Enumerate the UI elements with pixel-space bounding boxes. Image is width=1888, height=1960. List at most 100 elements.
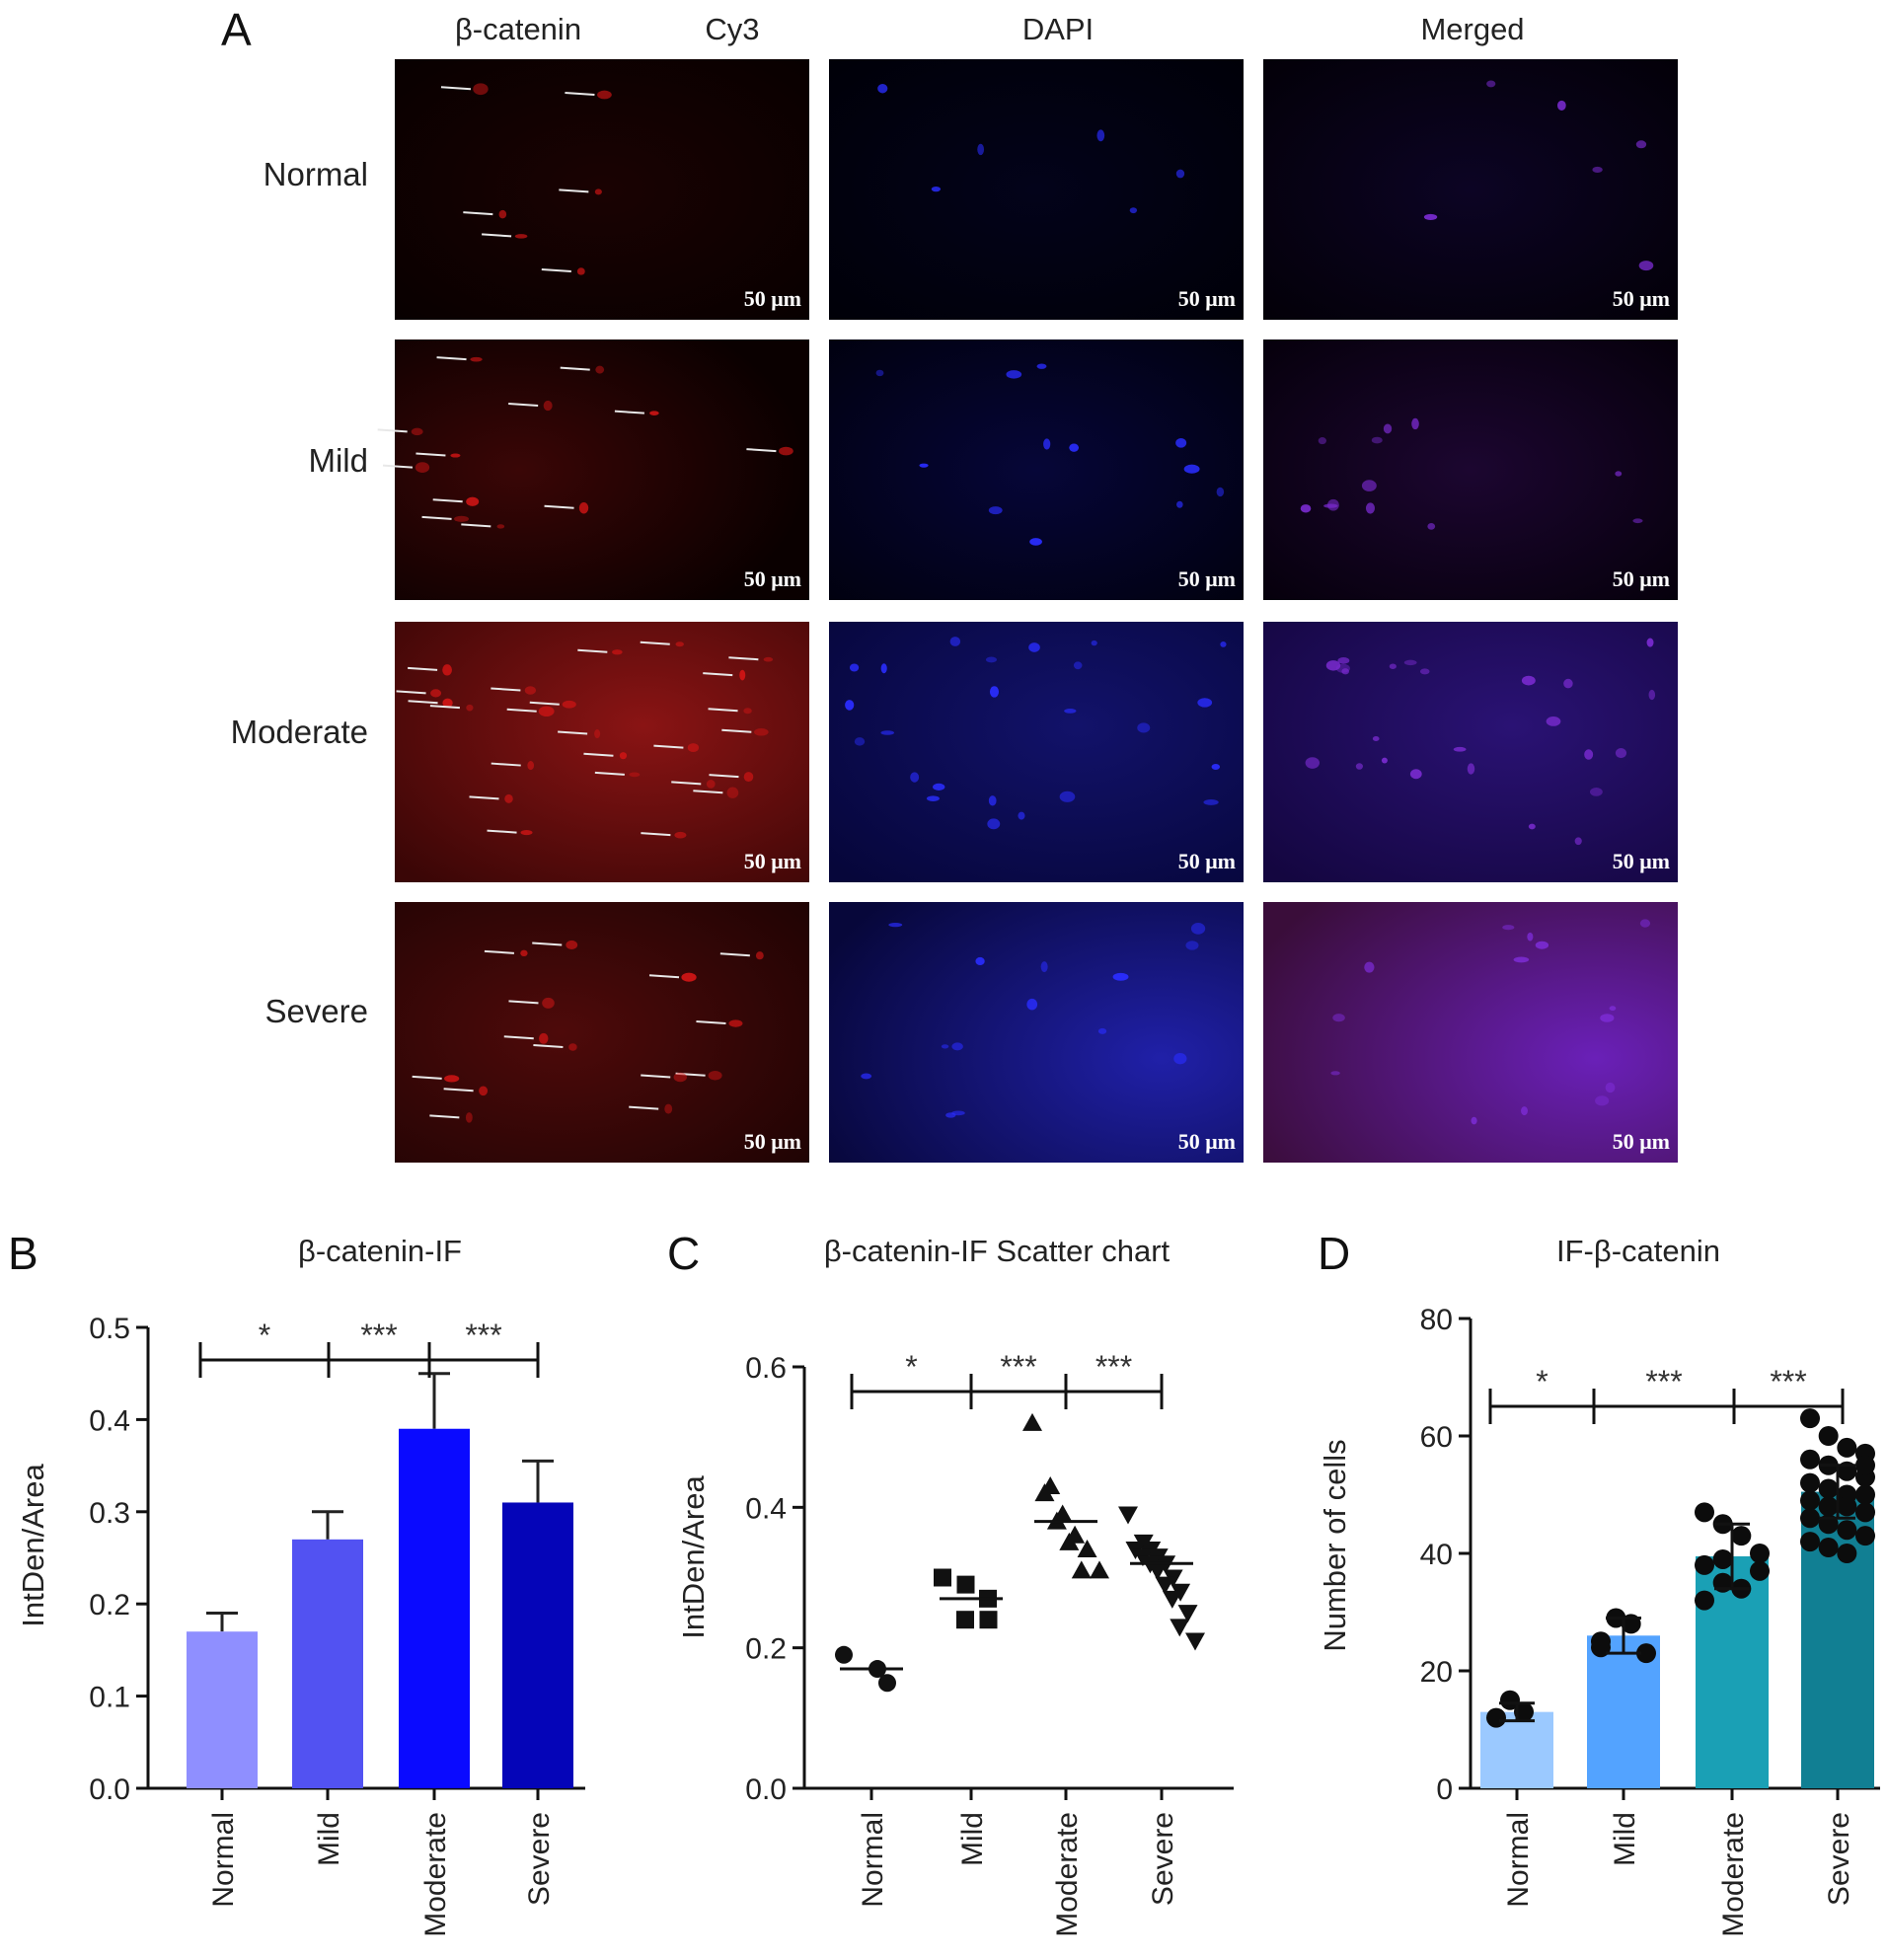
chart-d-point: [1750, 1560, 1770, 1581]
cell-spot: [706, 780, 716, 789]
scale-bar-label: 50 μm: [1613, 286, 1670, 311]
cell-spot: [1486, 80, 1496, 88]
cell-spot: [411, 427, 423, 436]
chart-c-point: [1177, 1605, 1198, 1623]
cell-spot: [1453, 746, 1467, 752]
row-label-moderate: Moderate: [231, 714, 368, 750]
column-header-dapi: DAPI: [1022, 12, 1094, 46]
cell-spot: [568, 1043, 577, 1051]
chart-c-point: [1022, 1412, 1042, 1431]
chart-c-point: [1034, 1483, 1055, 1502]
chart-c-significance-label: ***: [1095, 1349, 1132, 1385]
cell-spot: [1096, 129, 1105, 142]
chart-b-significance-label: ***: [465, 1318, 501, 1353]
arrow-indicator: [641, 832, 671, 837]
chart-d-x-tick-label: Moderate: [1717, 1812, 1750, 1937]
cell-spot: [1211, 764, 1221, 770]
cell-spot: [931, 186, 942, 192]
chart-b-x-tick-label: Moderate: [419, 1812, 452, 1937]
cell-spot: [1332, 1014, 1345, 1022]
cell-spot: [1318, 437, 1326, 445]
arrow-indicator: [728, 656, 759, 661]
chart-d-point: [1800, 1472, 1820, 1493]
cell-spot: [1325, 660, 1341, 671]
cell-spot: [538, 706, 555, 717]
arrow-indicator: [693, 790, 723, 794]
chart-c-y-tick-label: 0.4: [745, 1492, 787, 1525]
cell-spot: [520, 949, 528, 957]
arrow-indicator: [503, 1035, 534, 1040]
micrograph-moderate-merged: 50 μm: [1263, 622, 1678, 882]
cell-spot: [1471, 1116, 1477, 1125]
cell-spot: [442, 664, 452, 676]
chart-b-bar: [502, 1502, 573, 1788]
cell-spot: [1546, 716, 1561, 726]
cell-spot: [1600, 1014, 1615, 1022]
cell-spot: [1097, 1027, 1107, 1034]
cell-spot: [1028, 642, 1040, 652]
micrograph-mild-merged-background: [1263, 339, 1678, 600]
cell-spot: [1584, 749, 1594, 760]
cell-spot: [1129, 207, 1138, 214]
cell-spot: [1419, 668, 1430, 675]
cell-spot: [989, 686, 1000, 698]
cell-spot: [987, 818, 1001, 830]
arrow-indicator: [377, 428, 408, 433]
cell-spot: [430, 689, 442, 698]
chart-d-point: [1837, 1496, 1857, 1517]
chart-b-y-tick-label: 0.5: [89, 1313, 130, 1345]
cell-spot: [1330, 1071, 1340, 1076]
chart-b-y-tick-label: 0.4: [89, 1404, 130, 1437]
chart-c-y-tick-label: 0.6: [745, 1352, 787, 1385]
cell-spot: [910, 772, 920, 783]
cell-spot: [1638, 261, 1654, 271]
cell-spot: [1006, 370, 1022, 379]
micrograph-severe-cy3: 50 μm: [395, 902, 809, 1163]
cell-spot: [479, 1086, 489, 1096]
arrow-indicator: [432, 498, 463, 503]
arrow-indicator: [421, 515, 452, 520]
cell-spot: [754, 728, 769, 736]
column-header-merged: Merged: [1420, 12, 1524, 46]
arrow-indicator: [565, 92, 595, 97]
arrow-indicator: [648, 974, 680, 979]
cell-spot: [1372, 736, 1380, 742]
cell-spot: [681, 972, 697, 982]
cell-spot: [988, 795, 997, 806]
chart-b-significance-label: ***: [360, 1318, 397, 1353]
chart-b-significance-label: *: [259, 1318, 270, 1353]
arrow-indicator: [709, 774, 739, 779]
chart-d-significance-label: ***: [1645, 1364, 1682, 1399]
cell-spot: [877, 83, 888, 94]
arrow-indicator: [594, 771, 625, 776]
cell-spot: [1043, 438, 1051, 450]
chart-c-y-tick-label: 0.2: [745, 1633, 787, 1666]
cell-spot: [926, 795, 940, 801]
micrograph-mild-cy3-background: [395, 339, 809, 600]
chart-d-x-tick-label: Severe: [1823, 1812, 1855, 1906]
cell-spot: [1059, 791, 1076, 802]
arrow-indicator: [558, 730, 588, 735]
chart-c-title: β-catenin-IF Scatter chart: [824, 1234, 1171, 1268]
scale-bar-label: 50 μm: [744, 1129, 801, 1154]
chart-d-point: [1591, 1631, 1611, 1652]
panel-a: A β-catenin Cy3 DAPI Merged Normal Mild …: [221, 4, 1678, 1163]
chart-c-significance-label: *: [905, 1349, 917, 1385]
chart-d-point: [1800, 1532, 1820, 1552]
arrow-indicator: [614, 410, 644, 415]
cell-spot: [1173, 1053, 1187, 1065]
chart-b-y-axis-label: IntDen/Area: [16, 1464, 50, 1627]
cell-spot: [1574, 837, 1582, 846]
cell-spot: [524, 686, 536, 695]
cell-spot: [1381, 757, 1388, 764]
cell-spot: [1403, 659, 1417, 666]
cell-spot: [880, 663, 887, 674]
arrow-indicator: [629, 1105, 659, 1110]
micrograph-severe-dapi: 50 μm: [829, 902, 1244, 1163]
micrograph-mild-merged: 50 μm: [1263, 339, 1678, 600]
arrow-indicator: [463, 211, 493, 216]
cell-spot: [543, 400, 553, 412]
micrograph-moderate-cy3: 50 μm: [395, 622, 809, 882]
chart-d-y-tick-label: 60: [1420, 1421, 1453, 1454]
panel-b: B β-catenin-IF IntDen/Area 0.00.10.20.30…: [8, 1228, 585, 1937]
